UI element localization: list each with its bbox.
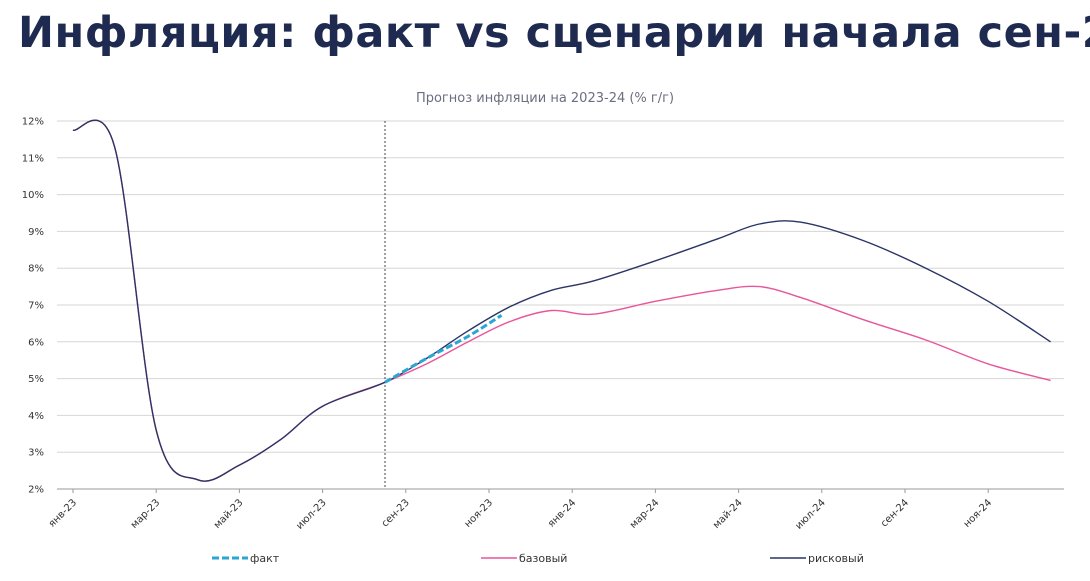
y-tick-label: 7% bbox=[28, 301, 44, 312]
chart-title: Прогноз инфляции на 2023-24 (% г/г) bbox=[416, 91, 674, 106]
grid-lines bbox=[57, 120, 1064, 490]
x-tick-label: сен-24 bbox=[879, 497, 911, 529]
y-tick-label: 11% bbox=[22, 153, 44, 164]
y-tick-label: 2% bbox=[28, 485, 44, 496]
x-tick-label: июл-24 bbox=[794, 497, 828, 531]
y-tick-label: 9% bbox=[28, 227, 44, 238]
legend: факт базовый рисковый bbox=[212, 552, 864, 565]
y-tick-label: 3% bbox=[28, 448, 44, 459]
legend-label-risk: рисковый bbox=[808, 552, 864, 565]
x-tick-label: мар-24 bbox=[628, 497, 661, 530]
series-line-risk bbox=[72, 119, 1051, 482]
y-tick-label: 12% bbox=[22, 117, 44, 128]
page-headline: Инфляция: факт vs сценарии начала сен-23 bbox=[18, 8, 1090, 58]
x-tick-label: сен-23 bbox=[380, 497, 412, 529]
y-tick-label: 5% bbox=[28, 374, 44, 385]
x-tick-label: июл-23 bbox=[294, 497, 328, 531]
x-tick-label: май-23 bbox=[212, 497, 246, 531]
legend-label-fact: факт bbox=[250, 552, 280, 565]
series-lines bbox=[72, 119, 1051, 482]
y-axis-ticks: 2% 3% 4% 5% 6% 7% 8% 9% 10% 11% 12% bbox=[22, 117, 44, 496]
series-line-fact bbox=[384, 314, 503, 384]
series-line-base bbox=[72, 119, 1051, 482]
x-tick-label: янв-23 bbox=[47, 497, 79, 529]
x-tick-label: мар-23 bbox=[129, 497, 162, 530]
x-tick-label: май-24 bbox=[711, 497, 745, 531]
x-axis-ticks: янв-23 мар-23 май-23 июл-23 сен-23 ноя-23 янв-… bbox=[47, 489, 995, 532]
y-tick-label: 8% bbox=[28, 264, 44, 275]
y-tick-label: 6% bbox=[28, 337, 44, 348]
legend-label-base: базовый bbox=[519, 552, 567, 565]
x-tick-label: ноя-23 bbox=[463, 497, 496, 530]
x-tick-label: ноя-24 bbox=[962, 497, 995, 530]
y-tick-label: 10% bbox=[22, 190, 44, 201]
y-tick-label: 4% bbox=[28, 411, 44, 422]
x-tick-label: янв-24 bbox=[546, 497, 578, 529]
